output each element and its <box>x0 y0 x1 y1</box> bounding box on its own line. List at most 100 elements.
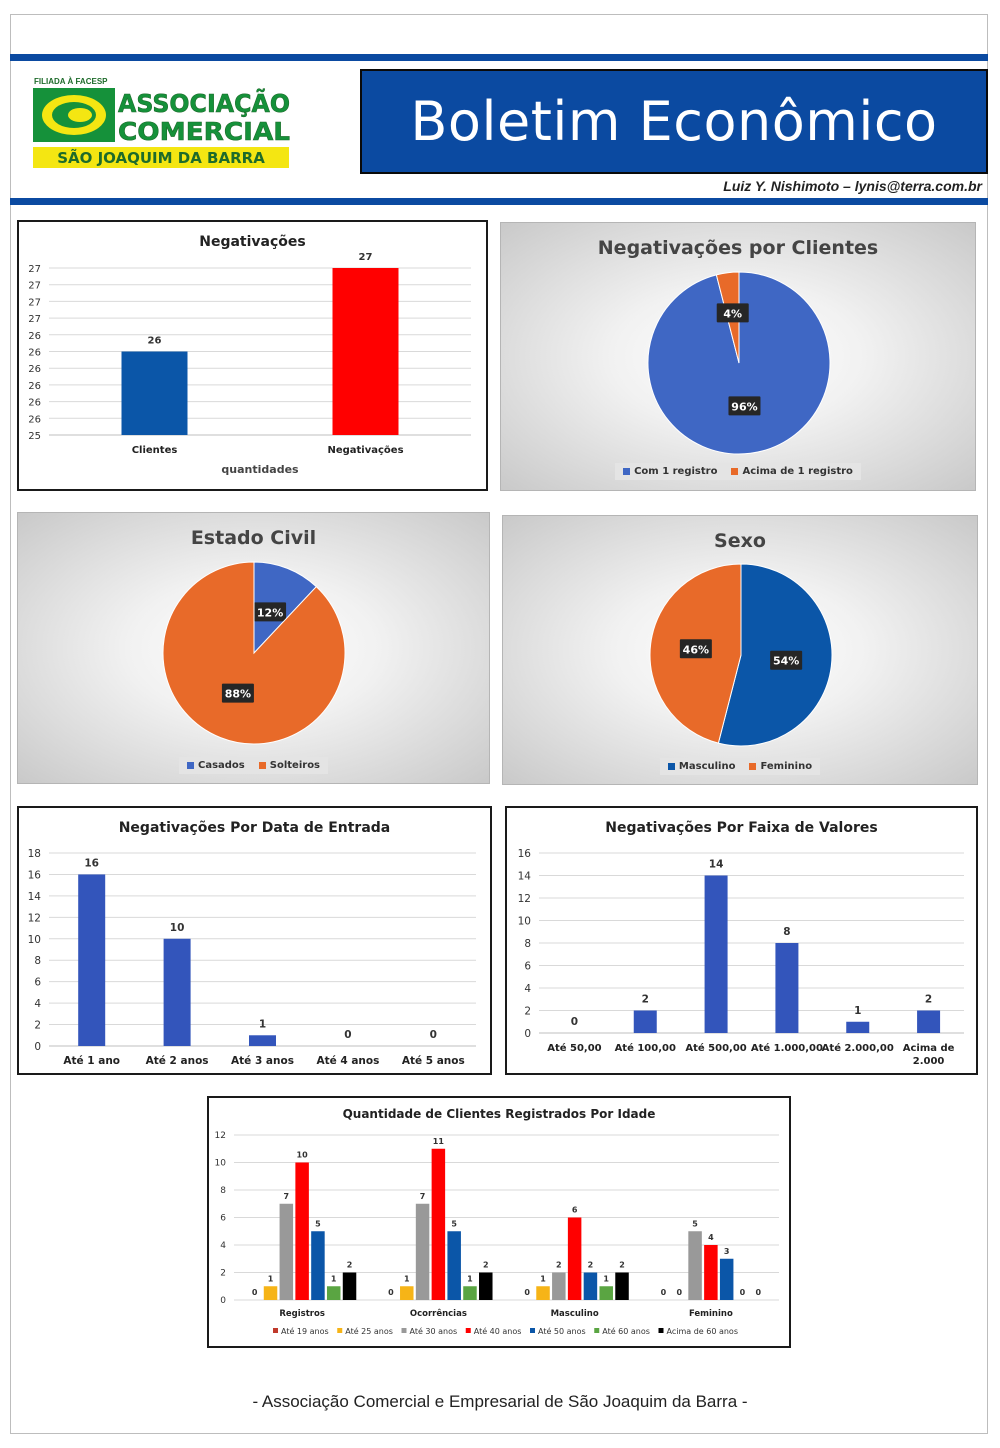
data-label: 1 <box>404 1274 410 1283</box>
legend-swatch <box>667 763 675 770</box>
y-tick-label: 25 <box>28 431 41 442</box>
data-label: 0 <box>661 1288 667 1297</box>
bar <box>431 1148 446 1300</box>
bar <box>311 1231 325 1300</box>
bar <box>326 1286 341 1300</box>
data-label: 1 <box>540 1274 546 1283</box>
bar <box>633 1010 657 1033</box>
bar <box>279 1203 294 1300</box>
y-tick-label: 10 <box>518 916 531 928</box>
data-label: 0 <box>571 1016 578 1028</box>
y-tick-label: 8 <box>34 955 41 967</box>
legend-item: Casados <box>186 760 245 771</box>
y-tick-label: 0 <box>524 1028 531 1040</box>
x-tick-label: Negativações <box>327 445 403 456</box>
legend-swatch <box>401 1328 407 1333</box>
data-label: 14 <box>709 859 724 871</box>
legend-swatch <box>258 762 266 769</box>
data-label: 0 <box>740 1288 746 1297</box>
y-tick-label: 26 <box>28 364 41 375</box>
bar <box>295 1162 309 1300</box>
bar <box>719 1258 734 1300</box>
chart-legend: Casados Solteiros <box>18 757 489 774</box>
chart-negativacoes: Negativações 25 26 26 26 26 26 26 27 27 27 27 26 Cli… <box>17 220 488 491</box>
data-label: 2 <box>642 994 649 1006</box>
data-label: 0 <box>388 1288 394 1297</box>
y-tick-label: 26 <box>28 398 41 409</box>
data-label: 2 <box>588 1261 594 1270</box>
chart-faixa-de-valores: Negativações Por Faixa de Valores 0 2 4 6 8 1… <box>505 806 978 1075</box>
bar <box>463 1286 477 1300</box>
y-tick-label: 8 <box>524 938 531 950</box>
x-tick-label: Até 500,00 <box>685 1042 746 1054</box>
bar <box>775 943 799 1033</box>
y-tick-label: 16 <box>28 869 42 881</box>
x-tick-label: Até 100,00 <box>615 1042 676 1054</box>
y-tick-label: 26 <box>28 348 41 359</box>
footer-text: - Associação Comercial e Empresarial de … <box>252 1392 748 1411</box>
legend-swatch <box>273 1328 278 1333</box>
chart-title: Sexo <box>714 530 766 552</box>
data-label: 27 <box>359 252 373 263</box>
author-credit: Luiz Y. Nishimoto – lynis@terra.com.br <box>723 178 982 194</box>
data-label: 2 <box>347 1261 353 1270</box>
y-tick-label: 12 <box>518 893 531 905</box>
y-tick-label: 4 <box>524 983 531 995</box>
bar <box>78 874 106 1046</box>
legend-label: Até 19 anos <box>281 1326 329 1336</box>
y-tick-label: 12 <box>28 912 41 924</box>
legend-swatch <box>530 1328 535 1333</box>
x-tick-label: Até 1 ano <box>63 1055 120 1067</box>
bar <box>917 1010 941 1033</box>
data-label: 0 <box>252 1288 258 1297</box>
data-label: 7 <box>420 1192 426 1201</box>
x-tick-label: Até 1.000,00 <box>751 1042 823 1054</box>
bar <box>121 351 188 435</box>
y-tick-label: 10 <box>28 934 41 946</box>
data-label: 1 <box>331 1274 337 1283</box>
bar <box>342 1272 357 1300</box>
data-label: 0 <box>344 1029 351 1041</box>
data-label: 5 <box>692 1219 698 1228</box>
y-tick-label: 14 <box>28 891 42 903</box>
legend-label: Acima de 1 registro <box>742 466 853 477</box>
data-label: 5 <box>315 1219 321 1228</box>
legend-label: Até 30 anos <box>410 1326 458 1336</box>
data-label: 10 <box>297 1151 309 1160</box>
x-tick-label: Acima de <box>903 1043 955 1054</box>
x-tick-label: Masculino <box>551 1309 599 1319</box>
data-label: 54% <box>773 655 799 668</box>
data-label: 0 <box>524 1288 530 1297</box>
chart-svg: 12% 88% <box>162 561 346 745</box>
bar <box>567 1217 582 1300</box>
y-tick-label: 6 <box>524 961 531 973</box>
x-tick-label: Até 4 anos <box>316 1055 379 1067</box>
legend-label: Solteiros <box>269 760 321 771</box>
x-tick-label: Até 50,00 <box>547 1042 601 1054</box>
logo-city-band <box>33 147 289 168</box>
legend-label: Até 25 anos <box>345 1326 393 1336</box>
data-label: 1 <box>603 1274 609 1283</box>
y-tick-label: 27 <box>28 264 41 275</box>
x-tick-label: Clientes <box>132 445 178 456</box>
data-label: 46% <box>683 643 709 656</box>
legend-swatch <box>658 1328 664 1333</box>
bar <box>163 938 191 1046</box>
pie-slice <box>162 561 346 745</box>
y-tick-label: 6 <box>220 1214 226 1224</box>
page-frame <box>10 14 988 1434</box>
data-label: 96% <box>731 400 757 413</box>
legend-label: Masculino <box>678 761 736 772</box>
legend-item: Com 1 registro <box>623 466 717 477</box>
legend-swatch <box>749 763 757 770</box>
bar <box>704 875 728 1033</box>
bar <box>447 1231 461 1300</box>
data-label: 1 <box>259 1018 266 1030</box>
data-label: 5 <box>451 1219 457 1228</box>
data-label: 26 <box>148 336 162 347</box>
logo-name-line2: COMERCIAL <box>118 117 290 146</box>
bar <box>332 268 399 435</box>
data-label-box <box>679 639 712 659</box>
chart-svg: 25 26 26 26 26 26 26 27 27 27 27 26 Clientes 27 Negati… <box>28 252 471 476</box>
